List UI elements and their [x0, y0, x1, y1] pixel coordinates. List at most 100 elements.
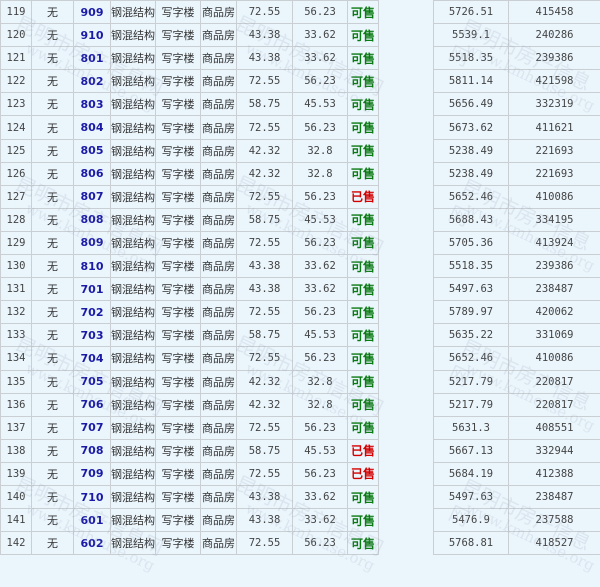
- room-link[interactable]: 701: [81, 283, 104, 296]
- room-number-cell: 703: [74, 324, 111, 347]
- floor-note-cell: 无: [32, 208, 74, 231]
- room-link[interactable]: 601: [81, 514, 104, 527]
- unit-price-cell: 5811.14: [434, 70, 509, 93]
- room-link[interactable]: 806: [81, 167, 104, 180]
- usage-cell: 写字楼: [156, 462, 201, 485]
- row-number: 124: [1, 116, 32, 139]
- total-price-cell: 410086: [509, 185, 600, 208]
- blank-cell: [379, 347, 434, 370]
- floor-note-cell: 无: [32, 370, 74, 393]
- status-cell: 可售: [348, 70, 379, 93]
- blank-cell: [379, 370, 434, 393]
- structure-cell: 钢混结构: [111, 278, 156, 301]
- total-price-cell: 238487: [509, 278, 600, 301]
- total-price-cell: 332944: [509, 439, 600, 462]
- inner-area-cell: 33.62: [293, 278, 348, 301]
- unit-price-cell: 5476.9: [434, 509, 509, 532]
- total-price-cell: 238487: [509, 485, 600, 508]
- room-link[interactable]: 810: [81, 260, 104, 273]
- property-type-cell: 商品房: [201, 255, 237, 278]
- room-link[interactable]: 805: [81, 144, 104, 157]
- floor-note-cell: 无: [32, 485, 74, 508]
- inner-area-cell: 32.8: [293, 370, 348, 393]
- structure-cell: 钢混结构: [111, 416, 156, 439]
- usage-cell: 写字楼: [156, 208, 201, 231]
- usage-cell: 写字楼: [156, 416, 201, 439]
- floor-note-cell: 无: [32, 116, 74, 139]
- usage-cell: 写字楼: [156, 301, 201, 324]
- row-number: 119: [1, 1, 32, 24]
- row-number: 135: [1, 370, 32, 393]
- room-link[interactable]: 707: [81, 421, 104, 434]
- usage-cell: 写字楼: [156, 1, 201, 24]
- room-link[interactable]: 801: [81, 52, 104, 65]
- room-link[interactable]: 802: [81, 75, 104, 88]
- usage-cell: 写字楼: [156, 485, 201, 508]
- usage-cell: 写字楼: [156, 70, 201, 93]
- total-price-cell: 221693: [509, 162, 600, 185]
- room-link[interactable]: 803: [81, 98, 104, 111]
- status-cell: 可售: [348, 347, 379, 370]
- room-link[interactable]: 704: [81, 352, 104, 365]
- row-number: 128: [1, 208, 32, 231]
- unit-price-cell: 5518.35: [434, 255, 509, 278]
- property-type-cell: 商品房: [201, 324, 237, 347]
- inner-area-cell: 56.23: [293, 301, 348, 324]
- building-area-cell: 72.55: [237, 116, 293, 139]
- room-number-cell: 702: [74, 301, 111, 324]
- room-link[interactable]: 602: [81, 537, 104, 550]
- usage-cell: 写字楼: [156, 162, 201, 185]
- inner-area-cell: 56.23: [293, 116, 348, 139]
- structure-cell: 钢混结构: [111, 324, 156, 347]
- room-link[interactable]: 710: [81, 491, 104, 504]
- structure-cell: 钢混结构: [111, 485, 156, 508]
- blank-cell: [379, 393, 434, 416]
- usage-cell: 写字楼: [156, 439, 201, 462]
- status-cell: 可售: [348, 231, 379, 254]
- property-type-cell: 商品房: [201, 162, 237, 185]
- unit-price-cell: 5789.97: [434, 301, 509, 324]
- room-link[interactable]: 703: [81, 329, 104, 342]
- row-number: 139: [1, 462, 32, 485]
- usage-cell: 写字楼: [156, 393, 201, 416]
- room-link[interactable]: 708: [81, 444, 104, 457]
- total-price-cell: 237588: [509, 509, 600, 532]
- building-area-cell: 42.32: [237, 139, 293, 162]
- blank-cell: [379, 462, 434, 485]
- room-link[interactable]: 709: [81, 467, 104, 480]
- room-link[interactable]: 702: [81, 306, 104, 319]
- room-link[interactable]: 909: [81, 6, 104, 19]
- inner-area-cell: 56.23: [293, 462, 348, 485]
- room-link[interactable]: 808: [81, 213, 104, 226]
- usage-cell: 写字楼: [156, 47, 201, 70]
- unit-price-cell: 5497.63: [434, 485, 509, 508]
- row-number: 127: [1, 185, 32, 208]
- status-cell: 可售: [348, 255, 379, 278]
- building-area-cell: 43.38: [237, 255, 293, 278]
- floor-note-cell: 无: [32, 139, 74, 162]
- status-cell: 可售: [348, 301, 379, 324]
- structure-cell: 钢混结构: [111, 116, 156, 139]
- floor-note-cell: 无: [32, 532, 74, 555]
- property-type-cell: 商品房: [201, 462, 237, 485]
- row-number: 136: [1, 393, 32, 416]
- inner-area-cell: 56.23: [293, 1, 348, 24]
- room-link[interactable]: 804: [81, 121, 104, 134]
- room-link[interactable]: 706: [81, 398, 104, 411]
- row-number: 129: [1, 231, 32, 254]
- row-number: 142: [1, 532, 32, 555]
- inner-area-cell: 33.62: [293, 47, 348, 70]
- room-link[interactable]: 807: [81, 190, 104, 203]
- status-cell: 可售: [348, 139, 379, 162]
- room-link[interactable]: 910: [81, 29, 104, 42]
- status-cell: 可售: [348, 47, 379, 70]
- room-link[interactable]: 705: [81, 375, 104, 388]
- usage-cell: 写字楼: [156, 255, 201, 278]
- blank-cell: [379, 47, 434, 70]
- room-link[interactable]: 809: [81, 236, 104, 249]
